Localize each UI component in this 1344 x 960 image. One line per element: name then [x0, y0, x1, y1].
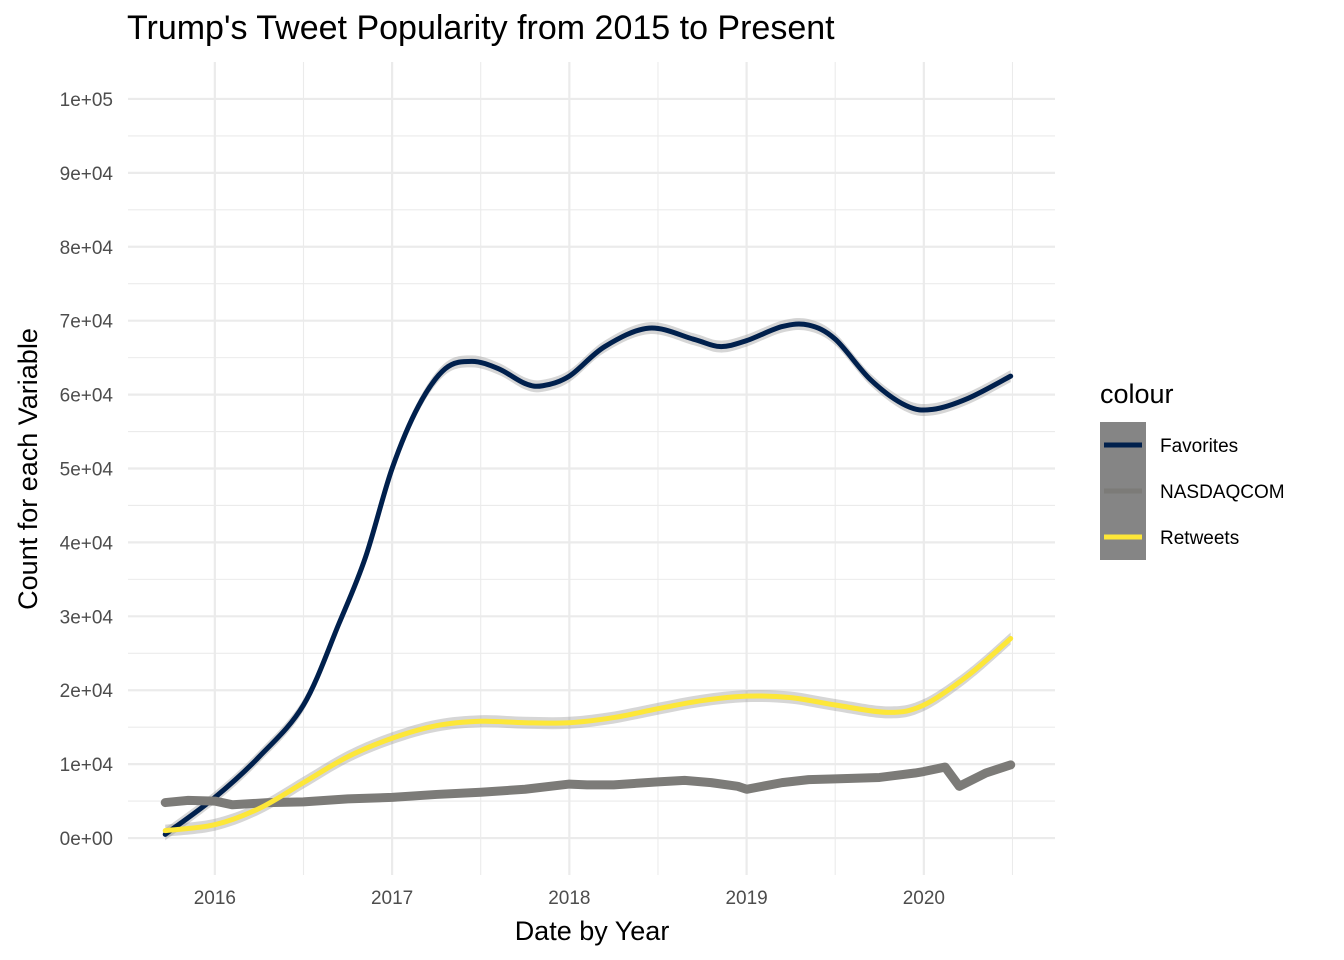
x-tick-label: 2016	[194, 888, 236, 909]
legend-label: Retweets	[1160, 528, 1239, 549]
confidence-bands	[165, 317, 1011, 841]
y-tick-label: 0e+00	[60, 829, 113, 850]
legend: colour Favorites NASDAQCOM Retweets	[1100, 379, 1285, 560]
y-tick-label: 8e+04	[60, 238, 114, 259]
x-axis-ticks: 2016 2017 2018 2019 2020	[194, 888, 945, 909]
grid	[128, 62, 1055, 875]
x-axis-title: Date by Year	[515, 916, 670, 946]
series-lines	[160, 321, 1016, 837]
series-line-nasdaqcom	[160, 760, 1016, 810]
y-tick-label: 4e+04	[60, 533, 114, 554]
y-tick-label: 7e+04	[60, 312, 114, 333]
legend-title: colour	[1100, 379, 1174, 409]
series-line-retweets	[162, 635, 1014, 834]
chart-title: Trump's Tweet Popularity from 2015 to Pr…	[127, 9, 835, 47]
y-tick-label: 1e+05	[60, 90, 113, 111]
y-tick-label: 9e+04	[60, 164, 114, 185]
legend-label: Favorites	[1160, 436, 1238, 457]
series-line-favorites	[162, 321, 1014, 837]
y-axis-title: Count for each Variable	[13, 328, 43, 610]
legend-label: NASDAQCOM	[1160, 482, 1285, 503]
y-tick-label: 2e+04	[60, 681, 114, 702]
y-axis-ticks: 0e+00 1e+04 2e+04 3e+04 4e+04 5e+04 6e+04 7e+04…	[60, 90, 114, 850]
y-tick-label: 6e+04	[60, 386, 114, 407]
band-retweets	[165, 632, 1011, 837]
y-tick-label: 1e+04	[60, 755, 114, 776]
x-tick-label: 2018	[548, 888, 590, 909]
x-tick-label: 2017	[371, 888, 413, 909]
y-tick-label: 3e+04	[60, 607, 114, 628]
x-tick-label: 2020	[903, 888, 945, 909]
y-tick-label: 5e+04	[60, 460, 114, 481]
x-tick-label: 2019	[725, 888, 767, 909]
